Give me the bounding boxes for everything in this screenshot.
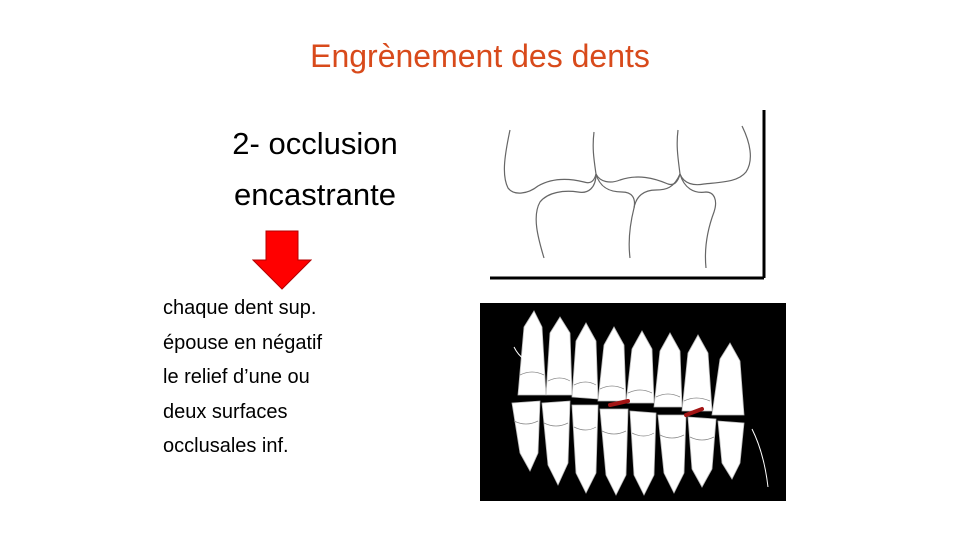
slide-title: Engrènement des dents (310, 38, 650, 74)
body-line: le relief d’une ou (163, 366, 310, 388)
body-line: chaque dent sup. (163, 297, 317, 319)
body-line: deux surfaces (163, 400, 288, 423)
body-line: épouse en négatif (163, 331, 323, 354)
heading-line-1: 2- occlusion (232, 126, 398, 161)
occlusion-schema-figure (488, 108, 770, 284)
heading-line-2: encastrante (234, 177, 396, 212)
body-line: occlusales inf. (163, 435, 289, 457)
arrow-down-icon (252, 230, 312, 290)
teeth-xray-figure (480, 303, 786, 501)
body-text: chaque dent sup. épouse en négatif le re… (163, 291, 423, 464)
